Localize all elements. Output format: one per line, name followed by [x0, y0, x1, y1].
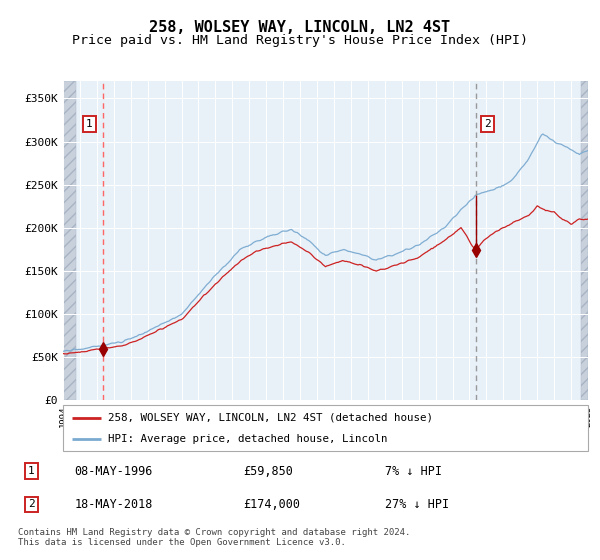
Text: 18-MAY-2018: 18-MAY-2018 [74, 498, 153, 511]
Text: Contains HM Land Registry data © Crown copyright and database right 2024.
This d: Contains HM Land Registry data © Crown c… [18, 528, 410, 547]
FancyBboxPatch shape [63, 405, 588, 451]
Text: 258, WOLSEY WAY, LINCOLN, LN2 4ST (detached house): 258, WOLSEY WAY, LINCOLN, LN2 4ST (detac… [107, 413, 433, 423]
Text: HPI: Average price, detached house, Lincoln: HPI: Average price, detached house, Linc… [107, 435, 387, 444]
Text: 27% ↓ HPI: 27% ↓ HPI [385, 498, 449, 511]
Text: 2: 2 [28, 500, 35, 510]
Text: Price paid vs. HM Land Registry's House Price Index (HPI): Price paid vs. HM Land Registry's House … [72, 34, 528, 46]
Text: 258, WOLSEY WAY, LINCOLN, LN2 4ST: 258, WOLSEY WAY, LINCOLN, LN2 4ST [149, 20, 451, 35]
Text: 08-MAY-1996: 08-MAY-1996 [74, 465, 153, 478]
Text: 1: 1 [86, 119, 92, 129]
Text: £59,850: £59,850 [244, 465, 293, 478]
Text: 7% ↓ HPI: 7% ↓ HPI [385, 465, 442, 478]
Text: 2: 2 [484, 119, 491, 129]
Text: 1: 1 [28, 466, 35, 476]
Bar [581, 81, 588, 400]
Bar [63, 81, 76, 400]
Text: £174,000: £174,000 [244, 498, 301, 511]
Bar [63, 81, 76, 400]
Bar [581, 81, 588, 400]
